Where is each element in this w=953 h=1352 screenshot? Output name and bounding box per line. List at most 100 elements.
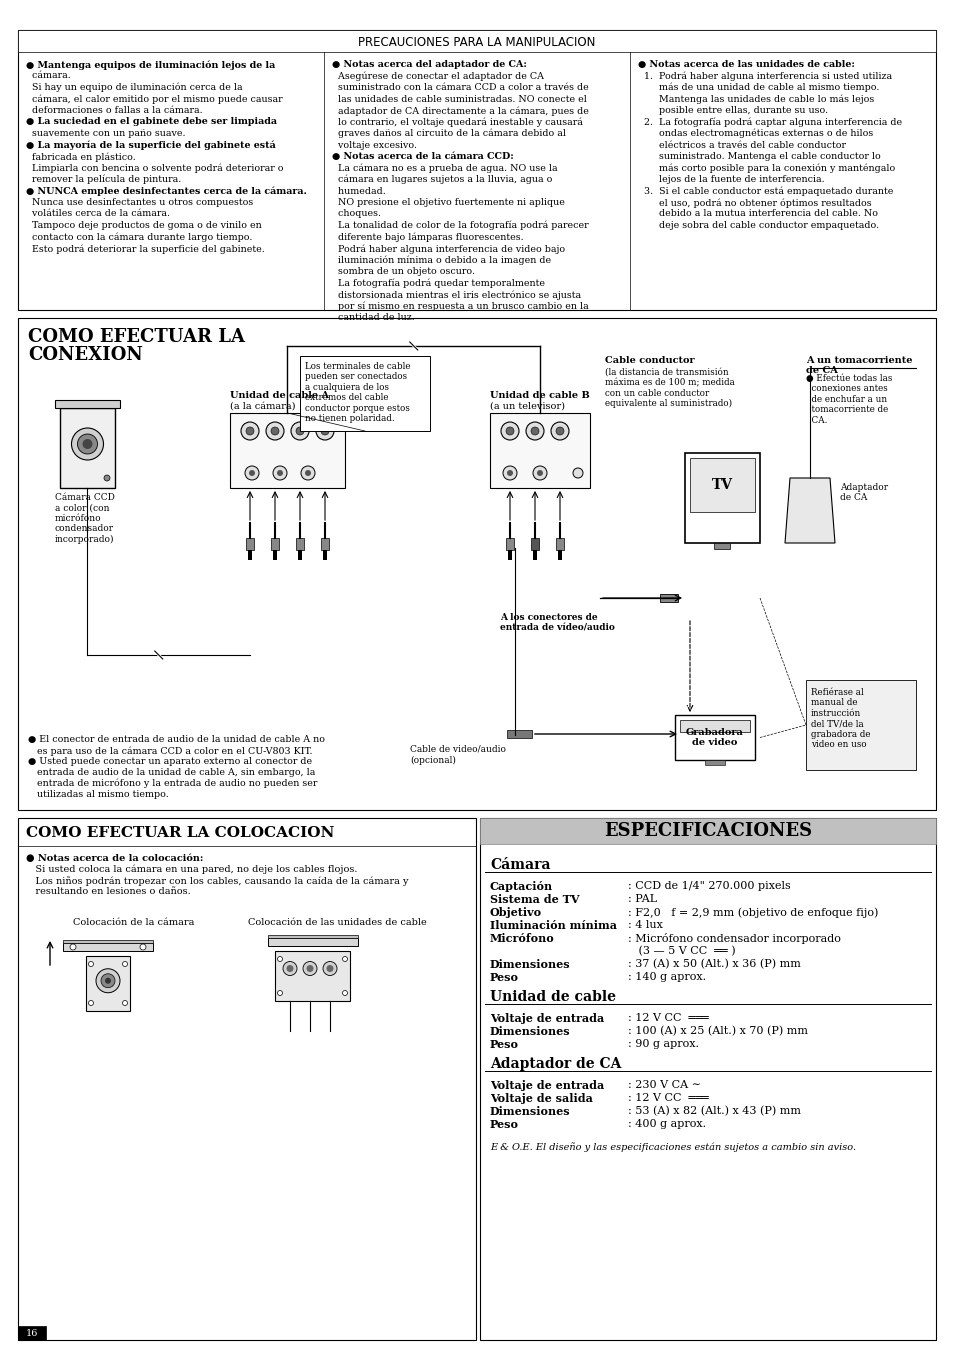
Text: Dimensiones: Dimensiones bbox=[490, 959, 570, 969]
Text: remover la película de pintura.: remover la película de pintura. bbox=[26, 174, 181, 184]
Text: Cámara CCD
a color (con
micrófono
condensador
incorporado): Cámara CCD a color (con micrófono conden… bbox=[55, 493, 114, 544]
Text: por sí mismo en respuesta a un brusco cambio en la: por sí mismo en respuesta a un brusco ca… bbox=[332, 301, 588, 311]
Bar bbox=[320, 538, 329, 550]
Bar bbox=[704, 760, 724, 765]
Text: Los terminales de cable
pueden ser conectados
a cualquiera de los
extremos del c: Los terminales de cable pueden ser conec… bbox=[305, 362, 410, 423]
Text: Dimensiones: Dimensiones bbox=[490, 1026, 570, 1037]
Bar bbox=[714, 544, 730, 549]
Text: La cámara no es a prueba de agua. NO use la: La cámara no es a prueba de agua. NO use… bbox=[332, 164, 558, 173]
Circle shape bbox=[326, 965, 334, 972]
Circle shape bbox=[525, 422, 543, 439]
Bar bbox=[18, 318, 935, 810]
Text: distorsionada mientras el iris electrónico se ajusta: distorsionada mientras el iris electróni… bbox=[332, 289, 580, 300]
Bar bbox=[273, 550, 276, 560]
Text: las unidades de cable suministradas. NO conecte el: las unidades de cable suministradas. NO … bbox=[332, 95, 586, 104]
Bar bbox=[679, 721, 749, 731]
Bar bbox=[684, 453, 760, 544]
Circle shape bbox=[89, 1000, 93, 1006]
Text: iluminación mínima o debido a la imagen de: iluminación mínima o debido a la imagen … bbox=[332, 256, 551, 265]
Text: contacto con la cámara durante largo tiempo.: contacto con la cámara durante largo tie… bbox=[26, 233, 253, 242]
Text: : PAL: : PAL bbox=[627, 894, 657, 904]
Text: posible entre ellas, durante su uso.: posible entre ellas, durante su uso. bbox=[638, 105, 827, 115]
Text: Peso: Peso bbox=[490, 1038, 518, 1051]
Circle shape bbox=[323, 961, 336, 976]
Text: Mantenga las unidades de cable lo más lejos: Mantenga las unidades de cable lo más le… bbox=[638, 95, 873, 104]
Text: Adaptador
de CA: Adaptador de CA bbox=[840, 483, 887, 503]
Text: Captación: Captación bbox=[490, 882, 553, 892]
Bar bbox=[805, 680, 915, 771]
Text: ● NUNCA emplee desinfectantes cerca de la cámara.: ● NUNCA emplee desinfectantes cerca de l… bbox=[26, 187, 307, 196]
Text: sombra de un objeto oscuro.: sombra de un objeto oscuro. bbox=[332, 266, 475, 276]
Bar bbox=[490, 412, 589, 488]
Text: ● El conector de entrada de audio de la unidad de cable A no: ● El conector de entrada de audio de la … bbox=[28, 735, 325, 744]
Text: Peso: Peso bbox=[490, 1119, 518, 1130]
Circle shape bbox=[266, 422, 284, 439]
Text: Adaptador de CA: Adaptador de CA bbox=[490, 1057, 620, 1071]
Text: La fotografía podrá quedar temporalmente: La fotografía podrá quedar temporalmente bbox=[332, 279, 544, 288]
Text: COMO EFECTUAR LA COLOCACION: COMO EFECTUAR LA COLOCACION bbox=[26, 826, 334, 840]
Text: Cable de video/audio
(opcional): Cable de video/audio (opcional) bbox=[410, 745, 505, 764]
Text: cámara, el calor emitido por el mismo puede causar: cámara, el calor emitido por el mismo pu… bbox=[26, 95, 282, 104]
Bar bbox=[295, 538, 304, 550]
Text: Cámara: Cámara bbox=[490, 859, 550, 872]
Text: cámara en lugares sujetos a la lluvia, agua o: cámara en lugares sujetos a la lluvia, a… bbox=[332, 174, 552, 184]
Circle shape bbox=[291, 422, 309, 439]
Circle shape bbox=[306, 965, 314, 972]
Text: COMO EFECTUAR LA: COMO EFECTUAR LA bbox=[28, 329, 245, 346]
Text: 3.  Si el cable conductor está empaquetado durante: 3. Si el cable conductor está empaquetad… bbox=[638, 187, 892, 196]
Circle shape bbox=[573, 468, 582, 479]
Text: cantidad de luz.: cantidad de luz. bbox=[332, 314, 415, 322]
Circle shape bbox=[122, 1000, 128, 1006]
Bar bbox=[86, 956, 130, 1011]
Circle shape bbox=[303, 961, 316, 976]
Circle shape bbox=[82, 439, 92, 449]
Text: Limpiarla con bencina o solvente podrá deteriorar o: Limpiarla con bencina o solvente podrá d… bbox=[26, 164, 283, 173]
Bar bbox=[479, 818, 935, 1340]
Text: adaptador de CA directamente a la cámara, pues de: adaptador de CA directamente a la cámara… bbox=[332, 105, 588, 115]
Text: NO presione el objetivo fuertemente ni aplique: NO presione el objetivo fuertemente ni a… bbox=[332, 197, 564, 207]
Circle shape bbox=[502, 466, 517, 480]
Text: eléctricos a través del cable conductor: eléctricos a través del cable conductor bbox=[638, 141, 845, 150]
Circle shape bbox=[122, 961, 128, 967]
Circle shape bbox=[305, 470, 311, 476]
Bar bbox=[558, 550, 561, 560]
Circle shape bbox=[295, 427, 304, 435]
Text: 1.  Podrá haber alguna interferencia si usted utiliza: 1. Podrá haber alguna interferencia si u… bbox=[638, 72, 891, 81]
Text: graves daños al circuito de la cámara debido al: graves daños al circuito de la cámara de… bbox=[332, 128, 565, 138]
Text: TV: TV bbox=[711, 479, 732, 492]
Text: volátiles cerca de la cámara.: volátiles cerca de la cámara. bbox=[26, 210, 170, 219]
Text: ● Mantenga equipos de iluminación lejos de la: ● Mantenga equipos de iluminación lejos … bbox=[26, 59, 275, 69]
Text: suministrado. Mantenga el cable conductor lo: suministrado. Mantenga el cable conducto… bbox=[638, 151, 880, 161]
Circle shape bbox=[71, 429, 103, 460]
Text: Sistema de TV: Sistema de TV bbox=[490, 894, 578, 904]
Text: deformaciones o fallas a la cámara.: deformaciones o fallas a la cámara. bbox=[26, 105, 202, 115]
Text: suministrado con la cámara CCD a color a través de: suministrado con la cámara CCD a color a… bbox=[332, 82, 588, 92]
Circle shape bbox=[283, 961, 296, 976]
Text: : CCD de 1/4" 270.000 pixels: : CCD de 1/4" 270.000 pixels bbox=[627, 882, 790, 891]
Text: : F2,0   f = 2,9 mm (objetivo de enfoque fijo): : F2,0 f = 2,9 mm (objetivo de enfoque f… bbox=[627, 907, 878, 918]
Text: : 12 V CC  ═══: : 12 V CC ═══ bbox=[627, 1013, 708, 1023]
Bar bbox=[689, 458, 754, 512]
Circle shape bbox=[301, 466, 314, 480]
Text: Unidad de cable B: Unidad de cable B bbox=[490, 391, 589, 400]
Circle shape bbox=[556, 427, 563, 435]
Text: fabricada en plástico.: fabricada en plástico. bbox=[26, 151, 135, 161]
Text: : 100 (A) x 25 (Alt.) x 70 (P) mm: : 100 (A) x 25 (Alt.) x 70 (P) mm bbox=[627, 1026, 807, 1037]
Circle shape bbox=[271, 427, 278, 435]
Text: : Micrófono condensador incorporado: : Micrófono condensador incorporado bbox=[627, 933, 840, 944]
Circle shape bbox=[96, 969, 120, 992]
Bar bbox=[274, 950, 350, 1000]
Bar bbox=[297, 550, 302, 560]
Text: ● Efectúe todas las
  conexiones antes
  de enchufar a un
  tomacorriente de
  C: ● Efectúe todas las conexiones antes de … bbox=[805, 375, 891, 425]
Text: A un tomacorriente
de CA: A un tomacorriente de CA bbox=[805, 356, 911, 376]
Bar bbox=[659, 594, 678, 602]
Bar bbox=[323, 550, 327, 560]
Text: Colocación de las unidades de cable: Colocación de las unidades de cable bbox=[248, 918, 426, 927]
Text: : 400 g aprox.: : 400 g aprox. bbox=[627, 1119, 705, 1129]
Text: CONEXION: CONEXION bbox=[28, 346, 143, 364]
Text: Tampoco deje productos de goma o de vinilo en: Tampoco deje productos de goma o de vini… bbox=[26, 220, 261, 230]
Bar bbox=[507, 550, 512, 560]
Text: 16: 16 bbox=[26, 1329, 38, 1337]
Text: Peso: Peso bbox=[490, 972, 518, 983]
Bar bbox=[479, 818, 935, 844]
